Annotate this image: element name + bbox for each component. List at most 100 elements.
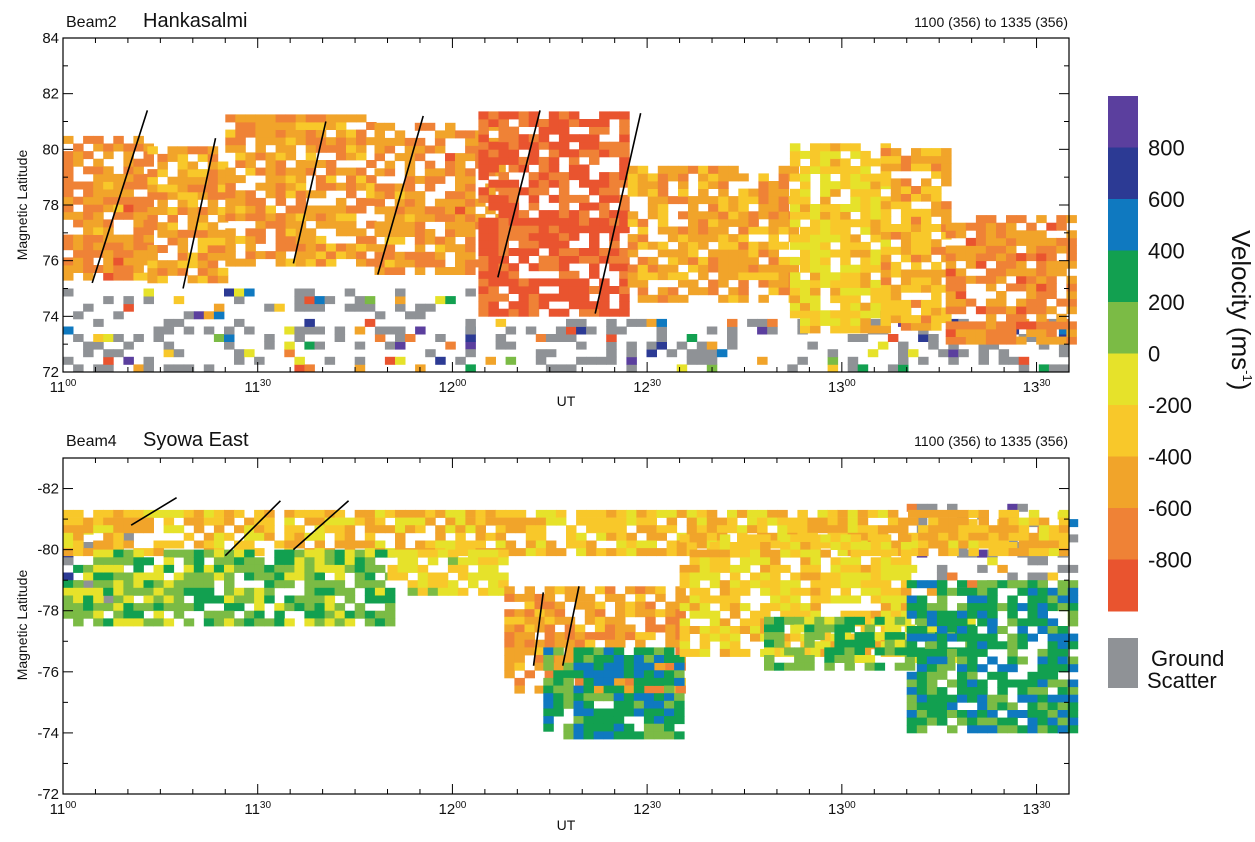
velocity-cell bbox=[538, 126, 550, 135]
velocity-cell bbox=[113, 257, 124, 266]
velocity-cell bbox=[244, 532, 255, 541]
velocity-cell bbox=[576, 326, 587, 335]
velocity-cell bbox=[504, 586, 515, 595]
velocity-cell bbox=[770, 549, 781, 558]
velocity-cell bbox=[254, 618, 265, 627]
velocity-cell bbox=[415, 311, 426, 320]
velocity-cell bbox=[133, 211, 144, 220]
velocity-cell bbox=[356, 175, 367, 184]
velocity-cell bbox=[589, 232, 600, 241]
velocity-cell bbox=[727, 341, 738, 350]
velocity-cell bbox=[958, 349, 969, 358]
velocity-cell bbox=[143, 158, 154, 167]
velocity-cell bbox=[800, 249, 811, 258]
velocity-cell bbox=[153, 595, 164, 604]
velocity-cell bbox=[727, 525, 738, 534]
velocity-cell bbox=[235, 190, 246, 199]
velocity-cell bbox=[364, 580, 376, 589]
velocity-cell bbox=[666, 548, 678, 557]
velocity-cell bbox=[207, 169, 219, 178]
velocity-cell bbox=[93, 595, 104, 604]
velocity-cell bbox=[83, 610, 94, 619]
velocity-cell bbox=[404, 168, 416, 177]
velocity-cell bbox=[1058, 517, 1070, 526]
velocity-cell bbox=[921, 208, 932, 217]
velocity-cell bbox=[424, 213, 436, 222]
velocity-cell bbox=[538, 156, 550, 165]
velocity-cell bbox=[657, 165, 669, 174]
velocity-cell bbox=[264, 564, 275, 573]
velocity-cell bbox=[750, 572, 761, 581]
velocity-cell bbox=[579, 255, 590, 264]
velocity-cell bbox=[586, 540, 597, 549]
velocity-cell bbox=[1018, 532, 1030, 541]
velocity-cell bbox=[790, 542, 801, 550]
velocity-cell bbox=[435, 509, 446, 518]
velocity-cell bbox=[1058, 509, 1070, 518]
velocity-cell bbox=[985, 336, 997, 345]
velocity-cell bbox=[625, 601, 636, 610]
velocity-cell bbox=[364, 318, 376, 327]
velocity-cell bbox=[967, 725, 978, 734]
velocity-cell bbox=[395, 326, 406, 335]
velocity-cell bbox=[133, 166, 144, 175]
velocity-cell bbox=[93, 509, 104, 518]
velocity-cell bbox=[709, 618, 721, 627]
velocity-cell bbox=[197, 245, 209, 253]
velocity-cell bbox=[1056, 237, 1067, 246]
velocity-cell bbox=[465, 525, 476, 534]
velocity-cell bbox=[224, 557, 235, 566]
velocity-cell bbox=[850, 188, 861, 197]
velocity-cell bbox=[834, 632, 845, 641]
velocity-cell bbox=[568, 286, 580, 294]
velocity-cell bbox=[83, 542, 94, 550]
velocity-cell bbox=[699, 549, 711, 558]
velocity-cell bbox=[965, 260, 977, 269]
velocity-cell bbox=[647, 272, 659, 281]
velocity-cell bbox=[788, 264, 800, 273]
velocity-cell bbox=[977, 595, 988, 604]
velocity-cell bbox=[860, 204, 871, 212]
velocity-cell bbox=[508, 126, 520, 135]
velocity-cell bbox=[778, 196, 790, 205]
velocity-cell bbox=[854, 647, 865, 656]
velocity-cell bbox=[820, 241, 831, 250]
velocity-cell bbox=[465, 221, 476, 230]
velocity-cell bbox=[295, 235, 307, 244]
velocity-cell bbox=[1067, 641, 1079, 650]
velocity-cell bbox=[653, 723, 665, 732]
velocity-cell bbox=[727, 517, 738, 526]
velocity-cell bbox=[1036, 336, 1047, 345]
velocity-cell bbox=[518, 141, 530, 150]
velocity-cell bbox=[508, 270, 520, 279]
velocity-cell bbox=[750, 633, 761, 642]
velocity-cell bbox=[1047, 641, 1059, 650]
velocity-cell bbox=[1017, 503, 1028, 512]
velocity-cell bbox=[911, 163, 922, 172]
velocity-cell bbox=[599, 301, 610, 310]
velocity-cell bbox=[548, 210, 560, 219]
velocity-cell bbox=[900, 603, 912, 612]
velocity-cell bbox=[679, 580, 691, 589]
velocity-cell bbox=[284, 517, 295, 526]
velocity-cell bbox=[599, 202, 610, 211]
velocity-cell bbox=[324, 564, 336, 573]
velocity-cell bbox=[941, 163, 952, 172]
velocity-cell bbox=[625, 586, 636, 595]
velocity-cell bbox=[123, 151, 134, 160]
velocity-cell bbox=[997, 717, 1008, 726]
velocity-cell bbox=[840, 572, 851, 581]
velocity-cell bbox=[563, 677, 574, 686]
velocity-cell bbox=[245, 205, 256, 214]
velocity-cell bbox=[696, 356, 708, 365]
velocity-cell bbox=[455, 183, 466, 192]
velocity-cell bbox=[217, 237, 229, 246]
velocity-cell bbox=[579, 194, 590, 203]
velocity-cell bbox=[356, 167, 367, 176]
colorbar-segment bbox=[1108, 508, 1138, 560]
velocity-cell bbox=[810, 295, 821, 304]
velocity-cell bbox=[314, 525, 325, 534]
velocity-cell bbox=[504, 593, 515, 602]
velocity-cell bbox=[325, 137, 337, 146]
velocity-cell bbox=[73, 196, 84, 205]
